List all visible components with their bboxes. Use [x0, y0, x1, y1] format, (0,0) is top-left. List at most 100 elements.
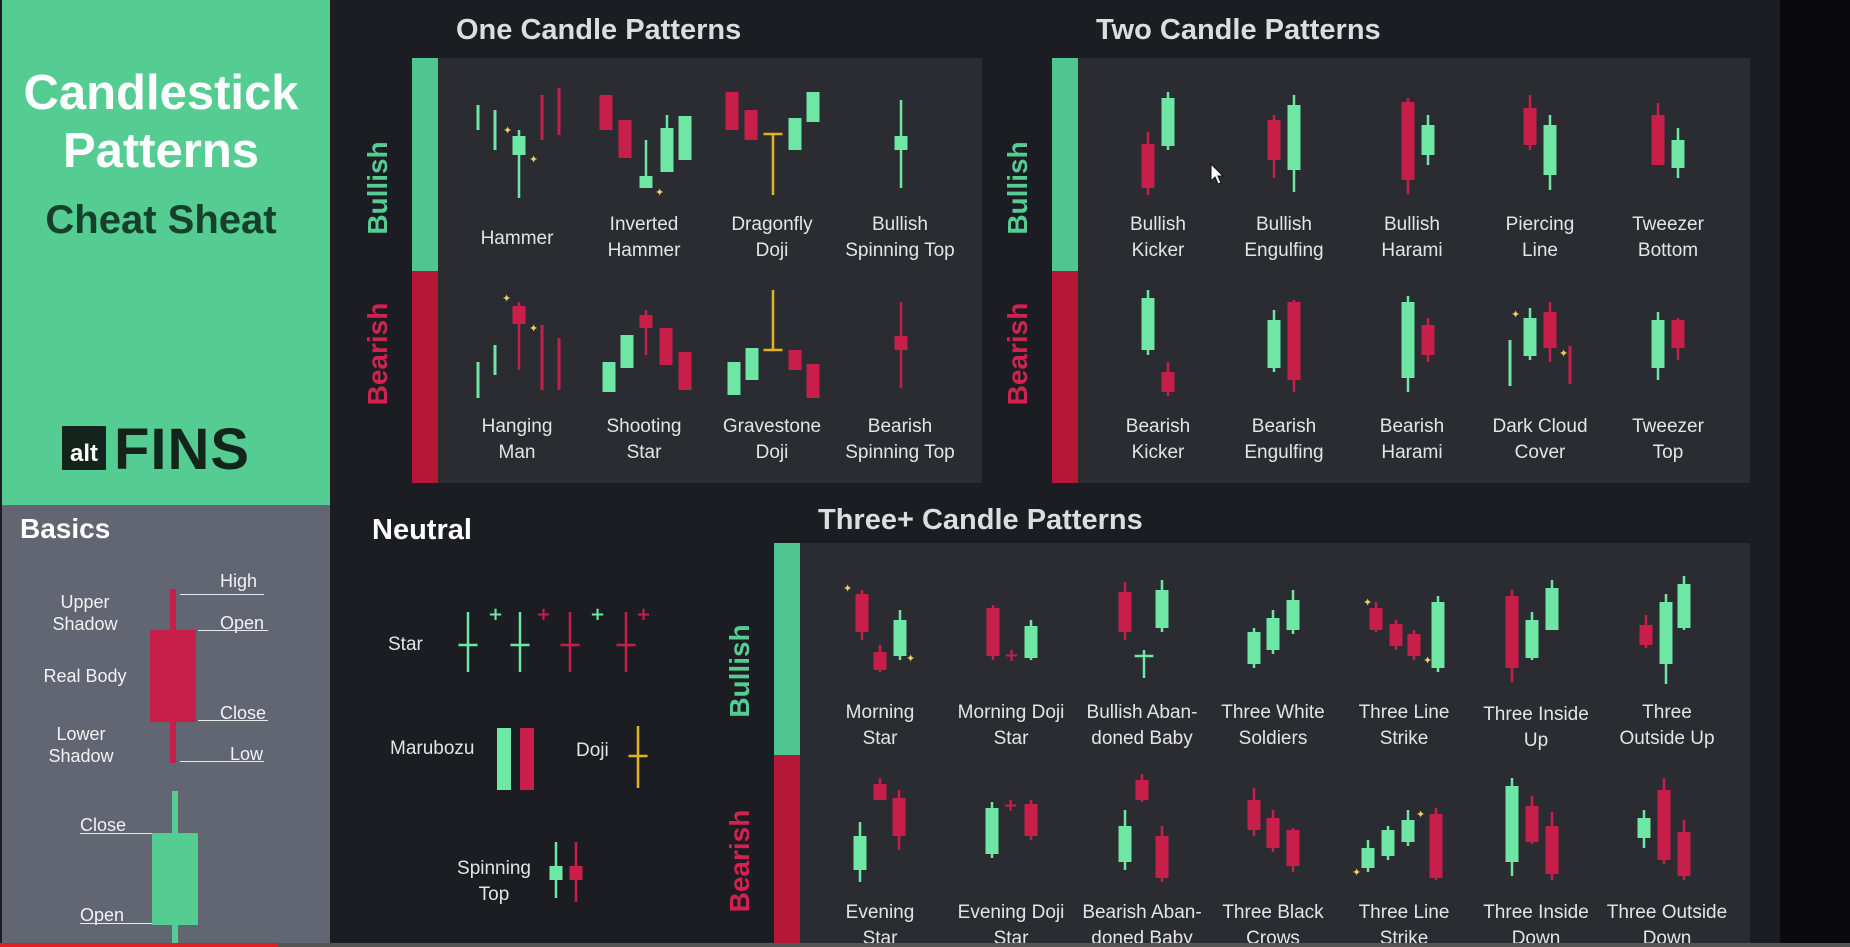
shooting-c4 [659, 328, 673, 365]
bab-3 [1155, 580, 1169, 632]
dcc-2 [1523, 308, 1537, 360]
plus-icon: + [636, 604, 651, 625]
one-bullish-bar [412, 58, 438, 271]
es-3 [892, 790, 906, 850]
three-bullish-bar [774, 543, 800, 755]
tiu-3 [1545, 580, 1559, 630]
sab-1 [1118, 810, 1132, 870]
s-engulf-2 [1287, 300, 1301, 392]
bear-example-body [150, 630, 196, 722]
three-bull-label-2: Bullish Aban- doned Baby [1086, 702, 1198, 749]
one-candle-panel [412, 58, 982, 483]
mouse-cursor-icon [1210, 163, 1225, 185]
sparkle-icon: ✦ [1559, 347, 1568, 360]
bull-example-body [152, 833, 198, 925]
two-bullish-bar [1052, 58, 1078, 271]
tid-1 [1505, 778, 1519, 876]
one-candle-title: One Candle Patterns [456, 14, 742, 46]
tweezer-b-1 [1651, 103, 1665, 165]
plus-icon: + [488, 604, 503, 625]
tbc-3 [1286, 828, 1300, 872]
gravestone-c2 [745, 348, 759, 380]
star-doji-2 [510, 612, 530, 672]
dragonfly-c5 [806, 92, 820, 122]
bab-1 [1118, 582, 1132, 640]
one-bear-label-3: Bearish Spinning Top [845, 416, 955, 463]
spinning-top-bull [549, 842, 563, 898]
neutral-star-label: Star [388, 634, 423, 655]
three-bull-label-4: Three Line Strike [1358, 702, 1450, 749]
b-kicker-1 [1141, 132, 1155, 195]
close2-line [80, 833, 152, 834]
tws-2 [1266, 610, 1280, 654]
lower-shadow-label: Lower Shadow [48, 724, 114, 766]
open-label: Open [220, 613, 265, 633]
basics-title: Basics [20, 513, 111, 544]
inv-hammer-c2 [618, 120, 632, 158]
tou-2 [1659, 594, 1673, 684]
spinning-top-bear [569, 842, 583, 902]
tou-1 [1639, 615, 1653, 648]
low-line [180, 761, 264, 762]
high-line [180, 594, 264, 595]
star-doji-3 [560, 612, 580, 672]
plus-icon: + [536, 604, 551, 625]
two-bull-label-0: Bullish Kicker [1130, 214, 1186, 261]
three-bull-label-6: Three Outside Up [1619, 702, 1715, 749]
bab-2 [1134, 650, 1154, 678]
sparkle-icon: ✦ [843, 582, 852, 595]
ms-3 [893, 610, 907, 660]
three-bear-label-5: Three Inside Down [1483, 902, 1589, 947]
open2-line [80, 923, 152, 924]
gravestone-c1 [727, 362, 741, 395]
one-bear-label-1: Shooting Star [606, 416, 682, 463]
tls-s-2 [1381, 826, 1395, 860]
three-bull-label-3: Three White Soldiers [1221, 702, 1325, 749]
gravestone-doji [763, 290, 783, 352]
title-line-1: Candlestick [23, 66, 299, 120]
one-bull-label-0: Hammer [480, 228, 554, 249]
logo-alt: alt [62, 426, 106, 470]
video-progress-bar[interactable] [0, 943, 1850, 947]
sparkle-icon: ✦ [502, 292, 511, 305]
shooting-c5 [678, 352, 692, 390]
inv-hammer-c1 [599, 95, 613, 130]
dragonfly-c2 [744, 110, 758, 140]
bearish-spinning-top [894, 302, 908, 388]
two-bear-label-3: Dark Cloud Cover [1492, 416, 1588, 463]
tls-b-4 [1431, 596, 1445, 672]
two-bull-label-2: Bullish Harami [1381, 214, 1443, 261]
title-line-2: Patterns [62, 124, 260, 178]
high-label: High [220, 571, 258, 591]
sparkle-icon: ✦ [1423, 654, 1432, 667]
one-bull-label-3: Bullish Spinning Top [845, 214, 955, 261]
hanging-c1 [476, 362, 480, 398]
inv-hammer-c4 [660, 115, 674, 172]
sparkle-icon: ✦ [529, 322, 538, 335]
three-bull-label-1: Morning Doji Star [957, 702, 1065, 749]
sparkle-icon: ✦ [503, 124, 512, 137]
sparkle-icon: ✦ [1363, 596, 1372, 609]
dcc-4 [1568, 346, 1572, 384]
two-bull-label-4: Tweezer Bottom [1632, 214, 1704, 261]
three-bear-label-1: Evening Doji Star [957, 902, 1065, 947]
right-bezel [1780, 0, 1850, 947]
tbc-2 [1266, 810, 1280, 852]
tls-s-4 [1429, 808, 1443, 880]
b-kicker-2 [1161, 92, 1175, 150]
tls-b-2 [1389, 620, 1403, 650]
three-candle-title: Three+ Candle Patterns [818, 504, 1143, 536]
neutral-doji-label: Doji [576, 740, 609, 761]
tiu-1 [1505, 590, 1519, 682]
title-box: Candlestick Patterns Cheat Sheat alt FIN… [2, 0, 330, 505]
three-bear-label-6: Three Outside Down [1606, 902, 1728, 947]
three-bearish-bar [774, 755, 800, 947]
video-progress-fill [0, 943, 278, 947]
three-bull-label-5: Three Inside Up [1483, 704, 1589, 751]
s-harami-1 [1401, 296, 1415, 392]
plus-icon: + [590, 604, 605, 625]
one-bull-label-2: Dragonfly Doji [731, 214, 813, 261]
one-bear-label-2: Gravestone Doji [722, 416, 822, 463]
open-line [198, 630, 268, 631]
s-kicker-1 [1141, 290, 1155, 355]
